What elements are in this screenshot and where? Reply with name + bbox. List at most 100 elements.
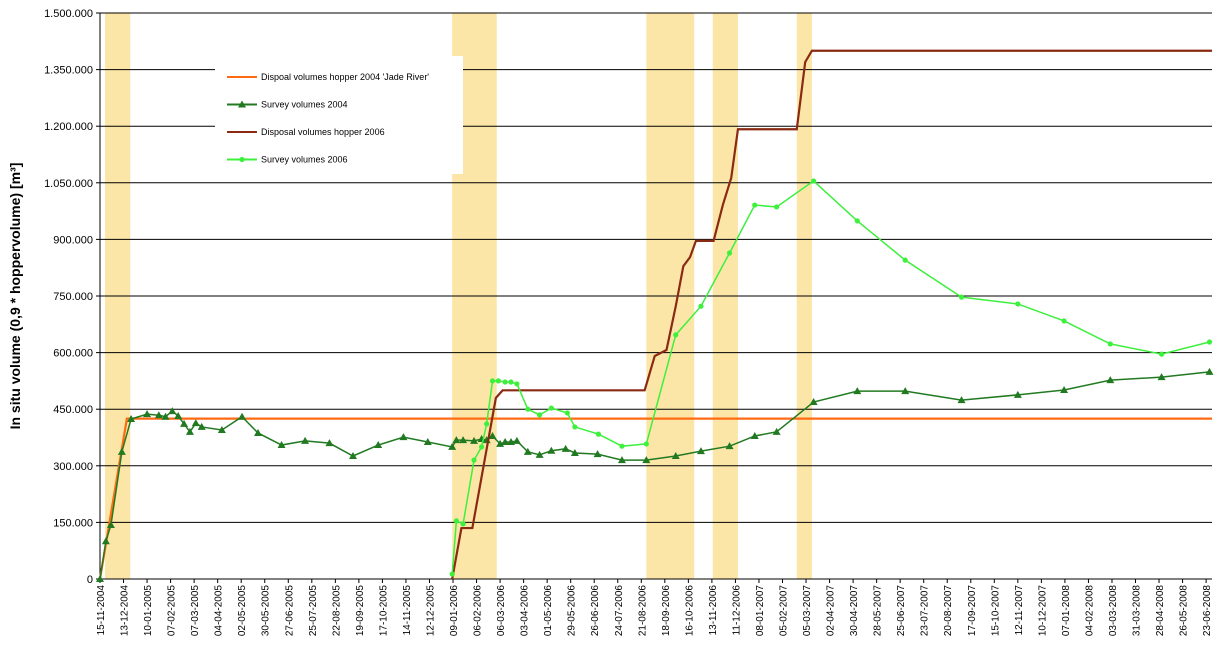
marker [642,456,651,464]
marker [512,436,521,444]
x-tick-label: 19-09-2005 [355,585,366,637]
marker [774,204,780,210]
y-tick-label: 0 [87,574,93,586]
x-tick-label: 21-08-2006 [637,585,648,637]
y-tick-label: 1.200.000 [44,121,93,133]
marker [239,156,245,163]
marker [154,411,163,419]
marker [348,451,357,459]
marker [185,427,194,435]
x-tick-label: 24-07-2006 [614,585,625,637]
marker [726,250,733,256]
marker [698,303,704,309]
marker [1106,376,1115,384]
marker [168,407,177,415]
marker [1013,390,1022,398]
x-tick-label: 13-11-2006 [708,585,719,636]
x-tick-label: 13-12-2004 [120,585,131,637]
x-tick-label: 27-06-2005 [284,585,295,637]
marker [1205,367,1214,375]
x-tick-label: 11-12-2006 [731,585,742,636]
marker [772,427,781,435]
x-tick-label: 26-05-2008 [1179,585,1190,637]
x-tick-label: 17-10-2005 [378,585,389,637]
x-tick-label: 10-01-2005 [143,585,154,637]
marker [1061,318,1067,324]
marker [448,442,457,450]
x-tick-label: 07-03-2005 [190,585,201,637]
marker [572,424,578,430]
x-tick-label: 02-04-2007 [826,585,837,637]
marker [1206,339,1213,345]
x-tick-label: 03-04-2006 [520,585,531,637]
x-tick-label: 30-05-2005 [261,585,272,637]
x-tick-label: 25-07-2005 [308,585,319,637]
x-tick-label: 29-05-2006 [567,585,578,637]
legend-label: Dispoal volumes hopper 2004 'Jade River' [261,72,429,82]
marker [106,521,115,529]
marker [673,332,679,338]
legend-label: Survey volumes 2006 [261,155,348,165]
marker [197,422,206,430]
marker [508,379,514,385]
marker [238,100,246,108]
marker [809,398,818,406]
y-tick-label: 300.000 [53,461,93,473]
marker [238,412,247,420]
x-tick-label: 07-02-2005 [167,585,178,637]
marker [452,436,461,444]
marker [696,447,705,455]
marker [564,410,570,416]
marker [301,436,310,444]
x-tick-label: 05-03-2007 [802,585,813,637]
marker [643,441,649,447]
marker [1015,301,1021,307]
marker [423,438,432,446]
marker [750,431,759,439]
marker [254,428,263,436]
x-tick-label: 23-06-2008 [1202,585,1213,637]
x-tick-label: 31-03-2008 [1132,585,1143,637]
x-tick-label: 14-11-2005 [402,585,413,636]
marker [117,447,126,455]
marker [96,575,104,582]
marker [399,433,408,441]
x-tick-label: 30-04-2007 [849,585,860,637]
x-tick-label: 25-06-2007 [896,585,907,637]
marker [854,218,860,224]
marker [496,439,505,447]
marker [277,441,286,449]
legend-box [215,56,463,174]
marker [478,444,485,450]
x-tick-label: 28-05-2007 [873,585,884,637]
marker [180,419,189,427]
marker [514,381,520,387]
x-tick-label: 12-11-2007 [1014,585,1025,636]
marker [495,378,502,384]
x-tick-label: 02-05-2005 [237,585,248,637]
marker [488,431,497,439]
marker [536,412,543,418]
x-tick-label: 22-08-2005 [331,585,342,637]
marker [174,411,183,419]
y-tick-label: 450.000 [53,404,93,416]
marker [548,405,554,411]
x-tick-label: 10-12-2007 [1037,585,1048,637]
marker [325,439,334,447]
marker [1158,351,1165,357]
marker [127,415,136,423]
marker [1157,373,1166,381]
x-tick-label: 23-07-2007 [920,585,931,637]
x-tick-label: 05-02-2007 [778,585,789,637]
marker [453,518,459,524]
x-tick-label: 26-06-2006 [590,585,601,637]
marker [671,451,680,459]
x-tick-label: 12-12-2005 [425,585,436,637]
x-tick-label: 07-01-2008 [1061,585,1072,637]
y-axis-label: In situ volume (0,9 * hoppervolume) [m³] [7,163,23,430]
y-tick-label: 150.000 [53,517,93,529]
marker [161,412,170,420]
marker [502,379,508,385]
x-tick-label: 04-04-2005 [214,585,225,637]
x-tick-label: 04-02-2008 [1084,585,1095,637]
